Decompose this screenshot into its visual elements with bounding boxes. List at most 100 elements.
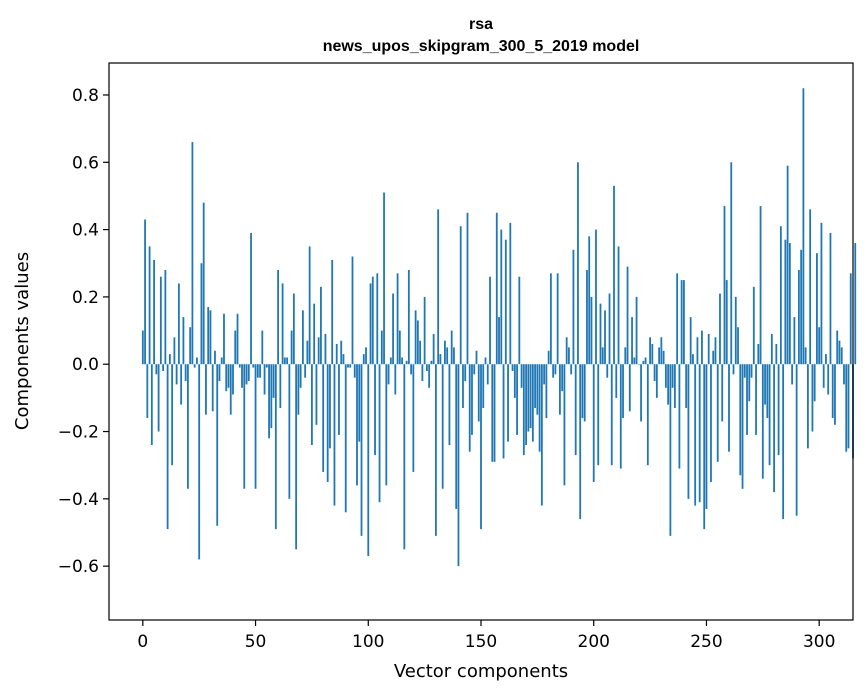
bar [770,333,773,365]
bar [340,340,343,365]
bar [326,364,329,483]
bar [500,229,503,365]
bar [703,364,706,530]
bar [304,364,307,378]
bar [694,364,697,506]
bar [162,364,165,371]
y-tick-label: 0.4 [72,221,99,241]
bar [256,364,259,378]
bar [646,364,649,466]
bar [419,340,422,365]
bar [299,364,302,388]
bar [274,364,277,530]
bar [317,337,320,365]
bar [498,317,500,365]
bar [847,364,850,449]
bar [757,344,760,365]
bar [331,259,334,365]
bar [308,246,311,365]
bar [822,364,825,388]
bar [220,357,223,365]
bar [802,88,805,365]
bar [473,364,476,375]
bar [845,364,848,452]
bar [171,364,174,466]
x-tick-label: 50 [245,632,267,652]
bar [193,364,196,368]
bar [216,364,219,526]
bar [588,236,591,365]
bar [263,364,266,395]
bar [667,364,670,405]
bar [351,256,354,365]
bar [290,330,293,365]
bar [392,293,394,365]
bar [270,364,273,429]
bar [378,364,381,503]
bar [527,364,530,432]
bar [653,364,656,382]
bar [563,364,566,486]
bar [671,364,674,388]
bar [421,364,424,382]
bar [356,364,358,486]
bar [777,364,780,456]
bar [164,269,167,365]
bar [761,364,764,479]
bar [825,354,827,365]
bar [184,364,187,382]
bar [658,347,661,365]
bar [685,364,688,408]
bar [288,364,291,499]
bar [592,364,595,483]
bar [187,364,189,489]
bar [568,347,570,365]
bar [205,364,207,415]
bar [468,364,471,452]
bar [732,364,735,375]
bar [854,243,857,365]
bar [561,364,564,392]
bar [509,222,512,365]
bar [728,364,730,452]
bar [322,364,325,472]
bar [410,364,413,375]
bar [606,364,609,378]
bar [455,364,458,509]
chart-title: rsa [469,16,493,33]
bar [687,364,690,499]
bar [333,364,336,506]
bar [764,364,766,405]
bar [241,364,243,388]
bar [371,276,374,365]
bar [723,206,726,365]
bar [689,317,692,365]
bar [849,273,852,365]
bar [784,239,787,365]
bar [376,273,379,365]
bar [692,354,694,365]
bar [669,364,672,536]
bar [750,364,753,378]
bar [522,364,525,456]
y-tick-label: 0.6 [72,153,99,173]
bar [640,364,642,422]
bar [243,364,246,489]
bar [191,142,194,365]
bar [739,364,742,476]
bar [836,330,839,365]
bar [157,364,160,432]
bar [446,347,449,365]
bar [236,313,239,365]
bar [144,219,146,365]
bar [175,364,178,385]
bar [705,364,708,509]
bar [457,364,460,567]
bar [543,364,546,385]
x-axis-label: Vector components [394,661,568,682]
bar [673,364,676,408]
bar [450,330,453,365]
bar [791,364,794,385]
bar [380,330,383,365]
